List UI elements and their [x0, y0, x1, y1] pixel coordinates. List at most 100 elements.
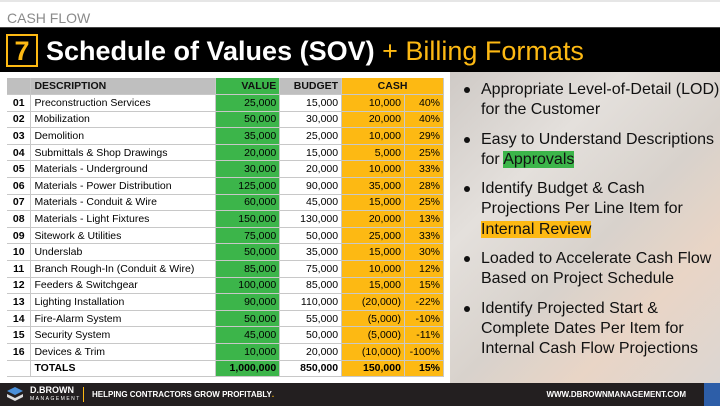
cash-amount: 10,000 — [341, 260, 405, 278]
cash-percent: 29% — [404, 127, 445, 145]
description: Submittals & Shop Drawings — [30, 144, 217, 162]
cash-percent: 25% — [404, 194, 445, 212]
table-row: 08 Materials - Light Fixtures 150,000 130,0… — [7, 210, 445, 228]
line-number: 14 — [7, 310, 32, 328]
cash-amount: (20,000) — [341, 293, 405, 311]
table-row: 15 Security System 45,000 50,000 (5,000) -11% — [7, 326, 445, 344]
cash-amount: 20,000 — [341, 210, 405, 228]
description: Materials - Light Fixtures — [30, 210, 217, 228]
tagline-dot: . — [271, 390, 275, 399]
title-bar: 7 Schedule of Values (SOV) + Billing For… — [0, 27, 720, 72]
brand-name: D.BROWN MANAGEMENT — [30, 386, 81, 404]
cash-percent: -22% — [404, 293, 445, 311]
description: Devices & Trim — [30, 343, 217, 361]
col-num — [7, 78, 32, 96]
value: 125,000 — [215, 177, 281, 195]
cash-amount: 10,000 — [341, 94, 405, 112]
line-number: 05 — [7, 160, 32, 179]
description: Preconstruction Services — [30, 94, 217, 112]
budget: 15,000 — [279, 144, 343, 162]
value: 25,000 — [215, 94, 281, 112]
cash-percent: -100% — [404, 343, 445, 361]
table-row: 03 Demolition 35,000 25,000 10,000 29% — [7, 127, 445, 145]
cash-percent: 30% — [404, 243, 445, 262]
description: Feeders & Switchgear — [30, 277, 217, 295]
cash-percent: 13% — [404, 210, 445, 228]
total-cash: 150,000 — [341, 360, 405, 378]
cash-amount: 25,000 — [341, 227, 405, 245]
col-description: DESCRIPTION — [30, 78, 217, 96]
table-row: 10 Underslab 50,000 35,000 15,000 30% — [7, 243, 445, 262]
bullet-item: Appropriate Level-of-Detail (LOD) for th… — [462, 80, 720, 121]
budget: 50,000 — [279, 227, 343, 245]
slide-number: 7 — [6, 34, 38, 67]
description: Mobilization — [30, 111, 217, 129]
budget: 110,000 — [279, 293, 343, 311]
cash-percent: 40% — [404, 111, 445, 129]
cash-amount: 10,000 — [341, 160, 405, 179]
cash-percent: 33% — [404, 160, 445, 179]
bullet-highlight: Internal Review — [481, 220, 592, 238]
accent-block — [704, 383, 720, 406]
value: 60,000 — [215, 194, 281, 212]
line-number: 12 — [7, 277, 32, 295]
description: Materials - Power Distribution — [30, 177, 217, 195]
description: Sitework & Utilities — [30, 227, 217, 245]
description: Fire-Alarm System — [30, 310, 217, 328]
table-row: 11 Branch Rough-In (Conduit & Wire) 85,000… — [7, 260, 445, 278]
value: 50,000 — [215, 111, 281, 129]
value: 20,000 — [215, 144, 281, 162]
totals-label: TOTALS — [30, 360, 217, 378]
budget: 30,000 — [279, 111, 343, 129]
bullet-item: Loaded to Accelerate Cash Flow Based on … — [462, 249, 720, 290]
tagline-text: HELPING CONTRACTORS GROW PROFITABLY — [92, 390, 272, 399]
description: Materials - Conduit & Wire — [30, 194, 217, 212]
cash-percent: 12% — [404, 260, 445, 278]
line-number: 13 — [7, 293, 32, 311]
page-title: Schedule of Values (SOV) + Billing Forma… — [46, 34, 584, 68]
budget: 75,000 — [279, 260, 343, 278]
description: Materials - Underground — [30, 160, 217, 179]
cash-amount: (10,000) — [341, 343, 405, 361]
total-percent: 15% — [404, 360, 445, 378]
bullet-text: Identify Budget & Cash Projections Per L… — [481, 180, 683, 218]
website-link[interactable]: WWW.DBROWNMANAGEMENT.COM — [546, 390, 686, 399]
bullet-text: Easy to Understand Descriptions for — [481, 130, 714, 168]
cash-amount: (5,000) — [341, 326, 405, 344]
budget: 55,000 — [279, 310, 343, 328]
value: 50,000 — [215, 310, 281, 328]
value: 10,000 — [215, 343, 281, 361]
line-number: 01 — [7, 94, 32, 112]
cash-percent: 25% — [404, 144, 445, 162]
cash-amount: 35,000 — [341, 177, 405, 195]
cash-amount: 15,000 — [341, 277, 405, 295]
cash-percent: 15% — [404, 277, 445, 295]
value: 30,000 — [215, 160, 281, 179]
cash-amount: 20,000 — [341, 111, 405, 129]
table-row: 09 Sitework & Utilities 75,000 50,000 25,000… — [7, 227, 445, 245]
cash-amount: 15,000 — [341, 194, 405, 212]
cash-amount: 15,000 — [341, 243, 405, 262]
description: Underslab — [30, 243, 217, 262]
totals-row: TOTALS 1,000,000 850,000 150,000 15% — [7, 360, 445, 378]
cash-percent: 28% — [404, 177, 445, 195]
bullets-panel: Appropriate Level-of-Detail (LOD) for th… — [450, 72, 720, 383]
totals-num — [7, 360, 32, 378]
col-budget: BUDGET — [279, 78, 343, 96]
sov-table: DESCRIPTION VALUE BUDGET CASH 01 Preconst… — [7, 78, 445, 378]
cash-percent: -11% — [404, 326, 445, 344]
budget: 90,000 — [279, 177, 343, 195]
budget: 20,000 — [279, 343, 343, 361]
title-sub: + Billing Formats — [382, 36, 584, 66]
brand-sub: MANAGEMENT — [30, 396, 81, 402]
bullet-text: Identify Projected Start & Complete Date… — [481, 299, 698, 358]
bullet-item: Easy to Understand Descriptions for Appr… — [462, 130, 720, 171]
value: 90,000 — [215, 293, 281, 311]
table-row: 01 Preconstruction Services 25,000 15,000 10… — [7, 94, 445, 112]
bullet-item: Identify Budget & Cash Projections Per L… — [462, 179, 720, 240]
table-header: DESCRIPTION VALUE BUDGET CASH — [7, 78, 444, 96]
value: 75,000 — [215, 227, 281, 245]
value: 50,000 — [215, 243, 281, 262]
line-number: 16 — [7, 343, 32, 361]
table-row: 06 Materials - Power Distribution 125,000 9… — [7, 177, 445, 195]
